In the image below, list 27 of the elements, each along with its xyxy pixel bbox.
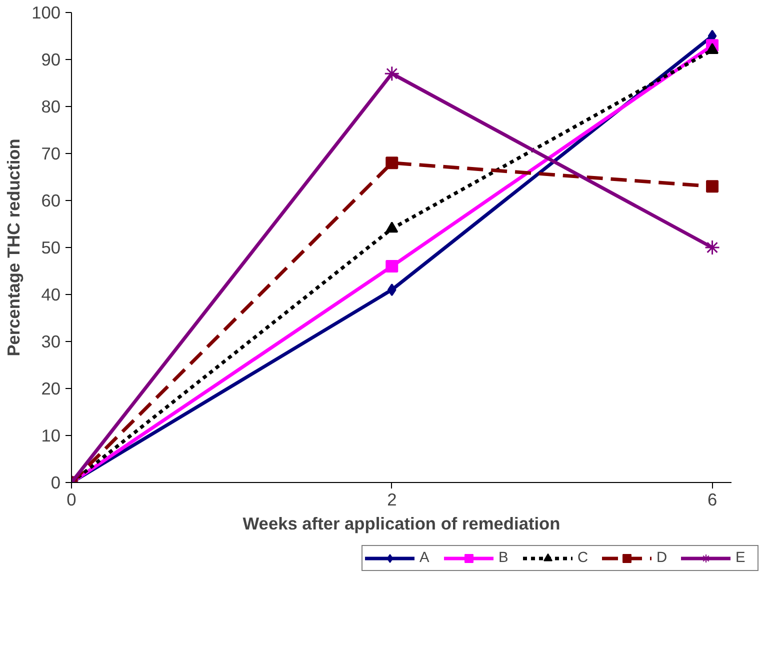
legend-label: C: [578, 550, 590, 566]
point: [706, 180, 719, 193]
y-tick-label: 50: [41, 238, 61, 258]
y-tick-label: 70: [41, 144, 61, 164]
y-tick-label: 0: [50, 472, 61, 492]
y-tick-label: 40: [41, 284, 61, 304]
y-axis-title: Percentage THC reduction: [4, 138, 24, 356]
y-tick-label: 60: [41, 190, 61, 210]
point: [387, 284, 396, 296]
legend-label: D: [656, 550, 668, 566]
point: [386, 156, 398, 170]
y-tick-label: 20: [41, 378, 61, 398]
point: [384, 66, 400, 82]
y-tick-label: 10: [41, 426, 61, 446]
x-axis-title: Weeks after application of remediation: [242, 514, 560, 534]
point: [704, 240, 720, 256]
x-tick-label: 0: [66, 490, 76, 510]
legend-label: E: [736, 550, 746, 566]
legend-label: A: [420, 550, 430, 566]
legend-label: B: [498, 550, 510, 566]
y-tick-label: 90: [41, 50, 61, 70]
y-tick-label: 100: [32, 2, 61, 22]
x-tick-label: 2: [387, 490, 397, 510]
y-tick-label: 30: [41, 332, 61, 352]
y-tick-label: 80: [41, 96, 61, 116]
point: [386, 260, 398, 273]
x-tick-label: 6: [707, 490, 718, 510]
